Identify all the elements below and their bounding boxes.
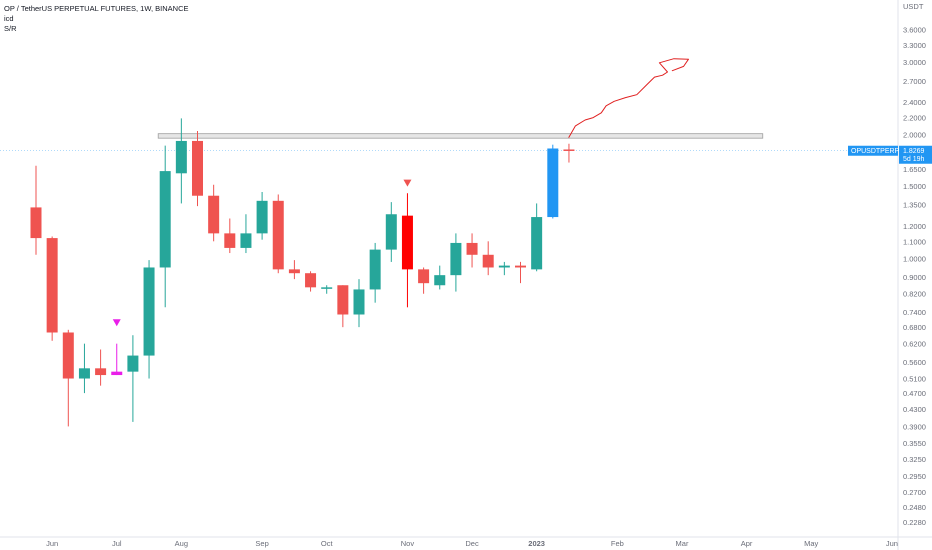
candle-body[interactable]: [369, 249, 381, 290]
y-tick-label: 0.6200: [903, 340, 926, 349]
projection-drawing[interactable]: [568, 58, 689, 138]
candle-body[interactable]: [240, 233, 252, 248]
symbol-tag-label: OPUSDTPERP: [851, 148, 900, 155]
candle-body[interactable]: [434, 275, 446, 286]
y-tick-label: 2.2000: [903, 114, 926, 123]
candle-body[interactable]: [353, 289, 365, 315]
candle-body[interactable]: [305, 273, 317, 288]
y-tick-label: 2.4000: [903, 98, 926, 107]
y-tick-label: 0.4700: [903, 389, 926, 398]
y-tick-label: 1.3500: [903, 201, 926, 210]
candle-body[interactable]: [208, 195, 220, 234]
candle-body[interactable]: [531, 217, 543, 270]
y-tick-label: 1.1000: [903, 237, 926, 246]
y-tick-label: 0.2700: [903, 488, 926, 497]
y-tick-label: 1.6500: [903, 165, 926, 174]
x-tick-label: Oct: [321, 539, 334, 548]
indicator-sr-label[interactable]: S/R: [4, 24, 17, 33]
x-tick-label: Apr: [741, 539, 753, 548]
x-tick-label: Nov: [401, 539, 415, 548]
candle-body[interactable]: [418, 269, 430, 284]
candle-body[interactable]: [95, 368, 107, 376]
x-tick-label: Jun: [886, 539, 898, 548]
x-tick-label: 2023: [528, 539, 545, 548]
x-tick-label: Dec: [465, 539, 479, 548]
candle-body[interactable]: [62, 332, 74, 379]
y-tick-label: 2.0000: [903, 131, 926, 140]
candle-body[interactable]: [515, 265, 526, 268]
candle-body[interactable]: [450, 242, 462, 276]
candle-body[interactable]: [175, 140, 187, 174]
y-tick-label: 2.7000: [903, 77, 926, 86]
y-tick-label: 1.2000: [903, 222, 926, 231]
signal-triangle-marker[interactable]: [403, 179, 412, 187]
y-tick-label: 1.5000: [903, 182, 926, 191]
y-tick-label: 3.3000: [903, 41, 926, 50]
price-tag-value: 1.8269: [903, 148, 925, 155]
x-tick-label: Jul: [112, 539, 122, 548]
y-tick-label: 0.3900: [903, 422, 926, 431]
y-tick-label: 1.0000: [903, 254, 926, 263]
candle-body[interactable]: [563, 149, 575, 151]
price-axis-unit: USDT: [903, 2, 924, 11]
candle-body[interactable]: [192, 140, 203, 196]
y-tick-label: 3.0000: [903, 58, 926, 67]
candle-body[interactable]: [466, 242, 478, 255]
symbol-tag: [848, 145, 898, 156]
y-tick-label: 0.8200: [903, 290, 926, 299]
candle-body[interactable]: [127, 355, 139, 372]
x-tick-label: Sep: [255, 539, 268, 548]
x-tick-label: Aug: [175, 539, 188, 548]
candle-body[interactable]: [385, 214, 397, 250]
candle-body[interactable]: [111, 371, 123, 376]
candle-body[interactable]: [401, 215, 413, 270]
chart-legend: OP / TetherUS PERPETUAL FUTURES, 1W, BIN…: [4, 4, 189, 34]
y-tick-label: 0.3550: [903, 439, 926, 448]
candle-body[interactable]: [256, 200, 268, 234]
y-tick-label: 0.4300: [903, 405, 926, 414]
candle-body[interactable]: [78, 368, 90, 379]
x-tick-label: Jun: [46, 539, 58, 548]
y-tick-label: 3.6000: [903, 26, 926, 35]
y-tick-label: 0.2480: [903, 503, 926, 512]
candle-body[interactable]: [288, 269, 300, 274]
symbol-title[interactable]: OP / TetherUS PERPETUAL FUTURES, 1W, BIN…: [4, 4, 189, 13]
x-tick-label: May: [804, 539, 818, 548]
candle-body[interactable]: [321, 287, 333, 289]
candle-body[interactable]: [159, 171, 171, 268]
indicator-icd-label[interactable]: icd: [4, 14, 14, 23]
candle-body[interactable]: [547, 148, 559, 218]
price-tag: [899, 145, 932, 164]
y-tick-label: 0.7400: [903, 308, 926, 317]
signal-triangle-marker[interactable]: [112, 319, 121, 327]
candle-body[interactable]: [46, 238, 58, 333]
price-tag-countdown: 5d 19h: [903, 156, 925, 163]
candle-body[interactable]: [272, 200, 284, 270]
resistance-zone[interactable]: [157, 133, 764, 139]
y-tick-label: 0.2950: [903, 472, 926, 481]
y-tick-label: 0.2280: [903, 518, 926, 527]
x-tick-label: Mar: [676, 539, 689, 548]
candle-body[interactable]: [143, 267, 155, 356]
candle-body[interactable]: [30, 207, 42, 239]
candle-body[interactable]: [337, 285, 349, 315]
candle-body[interactable]: [224, 233, 236, 248]
candle-body[interactable]: [482, 254, 494, 268]
y-tick-label: 0.3250: [903, 455, 926, 464]
y-tick-label: 0.6800: [903, 323, 926, 332]
y-tick-label: 0.5100: [903, 375, 926, 384]
y-tick-label: 0.9000: [903, 273, 926, 282]
x-tick-label: Feb: [611, 539, 624, 548]
y-tick-label: 0.5600: [903, 358, 926, 367]
candle-body[interactable]: [498, 265, 510, 268]
